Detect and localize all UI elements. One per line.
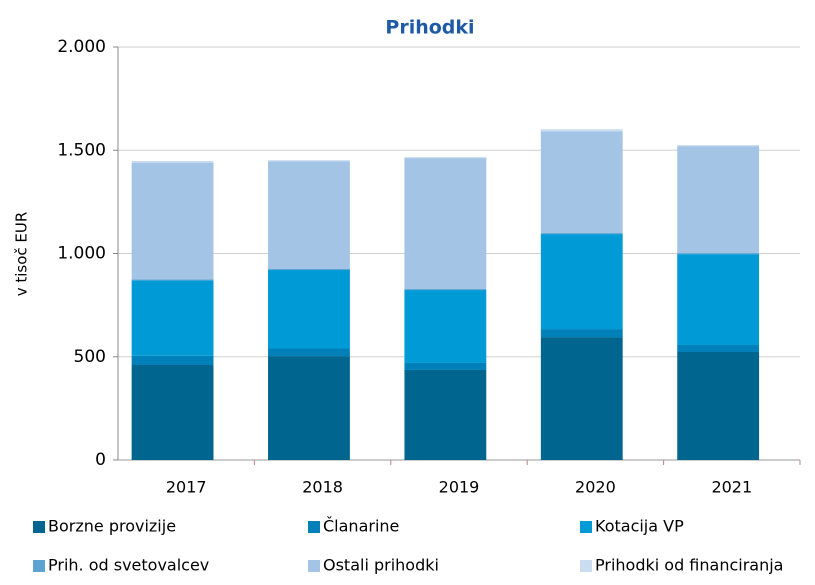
legend-label: Ostali prihodki [323,556,439,575]
bar-segment [677,344,760,353]
bar-segment [540,233,623,235]
bar-segment [131,280,214,356]
legend-swatch [308,560,320,572]
bar-segment [677,145,760,147]
bar-segment [131,160,214,163]
legend-swatch [580,521,592,533]
bar-segment [540,329,623,338]
x-tick-label: 2018 [302,478,343,497]
legend-label: Kotacija VP [595,517,684,536]
bar-segment [131,355,214,366]
bar-segment [404,157,487,159]
bar-segment [268,348,350,357]
y-tick-label: 1.500 [57,140,106,160]
x-tick-label: 2019 [439,478,480,497]
legend-swatch [308,521,320,533]
bar-segment [268,160,350,162]
bar-segment [268,270,350,349]
y-tick-label: 500 [74,347,106,367]
bar-segment [131,365,214,460]
bar-segment [677,146,760,254]
x-tick-label: 2020 [575,478,616,497]
legend-label: Članarine [323,517,399,536]
bar-segment [404,362,487,370]
bar-segment [268,268,350,271]
legend-label: Prih. od svetovalcev [48,556,209,575]
bar-segment [540,131,623,234]
x-tick-label: 2017 [166,478,207,497]
x-tick-label: 2021 [711,478,752,497]
legend-label: Prihodki od financiranja [595,556,783,575]
y-axis-label: v tisoč EUR [13,212,31,297]
bar-segment [540,337,623,460]
bar-segment [268,161,350,269]
y-tick-label: 2.000 [57,37,106,57]
bar-segment [540,234,623,330]
bar-segment [540,129,623,132]
chart-title: Prihodki [385,17,474,39]
legend-swatch [33,560,45,572]
legend-swatch [33,521,45,533]
bar-segment [268,356,350,460]
y-tick-label: 1.000 [57,244,106,264]
bar-segment [404,289,487,291]
bar-segment [677,253,760,255]
y-tick-label: 0 [95,450,106,470]
legend-swatch [580,560,592,572]
bar-segment [131,162,214,280]
bar-segment [404,158,487,290]
legend-label: Borzne provizije [48,517,176,536]
bar-segment [677,352,760,460]
bar-segment [131,279,214,281]
bar-segment [404,290,487,363]
bar-segment [677,254,760,345]
bar-segment [404,369,487,460]
